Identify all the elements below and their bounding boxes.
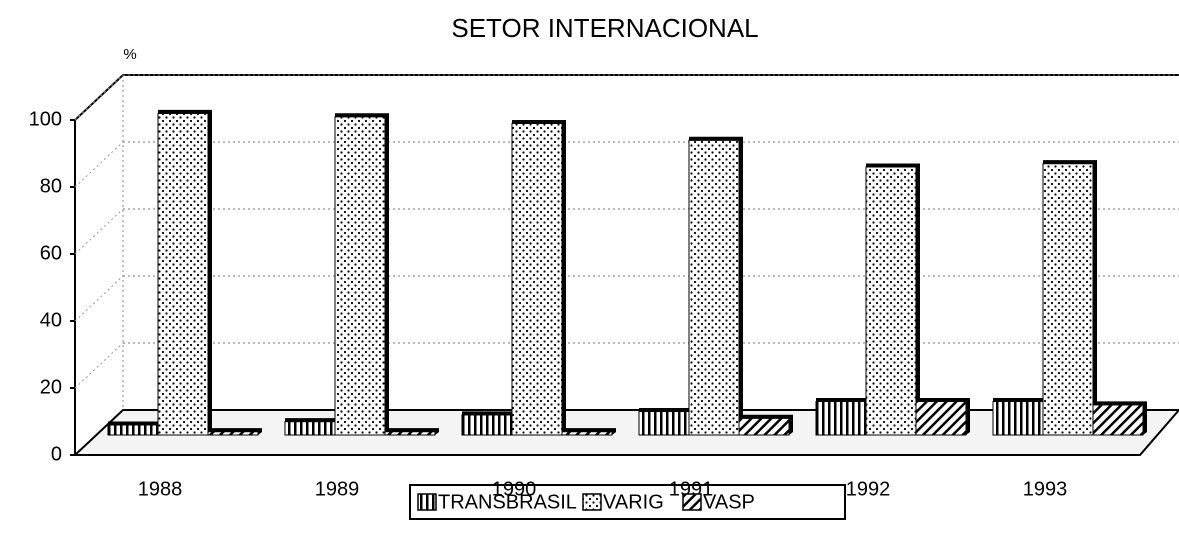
bar (334, 116, 386, 436)
bar (1042, 163, 1094, 436)
legend-label: VARIG (603, 491, 664, 513)
bar (561, 431, 613, 436)
bar (815, 401, 867, 436)
bar (638, 411, 690, 436)
bar-side (208, 110, 212, 436)
bar-side (916, 164, 920, 435)
bar-side (1143, 401, 1147, 435)
bar-side (966, 398, 970, 435)
bar (207, 431, 259, 436)
bar (688, 139, 740, 436)
y-tick-label: 60 (40, 242, 62, 264)
legend-label: VASP (703, 491, 755, 513)
legend-swatch (417, 493, 437, 511)
x-tick-label: 1990 (492, 478, 537, 500)
x-tick-label: 1988 (138, 478, 183, 500)
grid-line (74, 275, 124, 322)
y-tick-label: 40 (40, 309, 62, 331)
legend-box (409, 484, 846, 520)
bar-side (562, 120, 566, 435)
bar (865, 166, 917, 436)
chart-title: SETOR INTERNACIONAL (451, 13, 758, 43)
bar (915, 401, 967, 436)
x-tick-label: 1989 (315, 478, 360, 500)
bar (992, 401, 1044, 436)
legend-label: TRANSBRASIL (438, 491, 577, 513)
y-tick-label: 20 (40, 376, 62, 398)
y-tick-label: 100 (29, 108, 62, 130)
bar (157, 112, 209, 436)
bar (284, 421, 336, 436)
y-axis-label: % (123, 46, 136, 63)
bar (107, 424, 159, 436)
bar (511, 122, 563, 436)
y-tick-label: 80 (40, 175, 62, 197)
x-tick-label: 1992 (846, 478, 891, 500)
grid-line (74, 208, 124, 255)
x-tick-label: 1991 (669, 478, 714, 500)
grid-line (74, 74, 124, 121)
bar (738, 417, 790, 436)
grid-line (74, 342, 124, 389)
grid-line (74, 141, 124, 188)
bar (461, 414, 513, 436)
x-tick-label: 1993 (1023, 478, 1068, 500)
legend-swatch (582, 493, 602, 511)
bar-side (739, 137, 743, 435)
bar-side (789, 415, 793, 435)
y-tick-label: 0 (51, 443, 62, 465)
bar-side (1093, 160, 1097, 435)
legend-swatch (682, 493, 702, 511)
bar-side (385, 113, 389, 435)
bar (1092, 404, 1144, 436)
bar (384, 431, 436, 436)
